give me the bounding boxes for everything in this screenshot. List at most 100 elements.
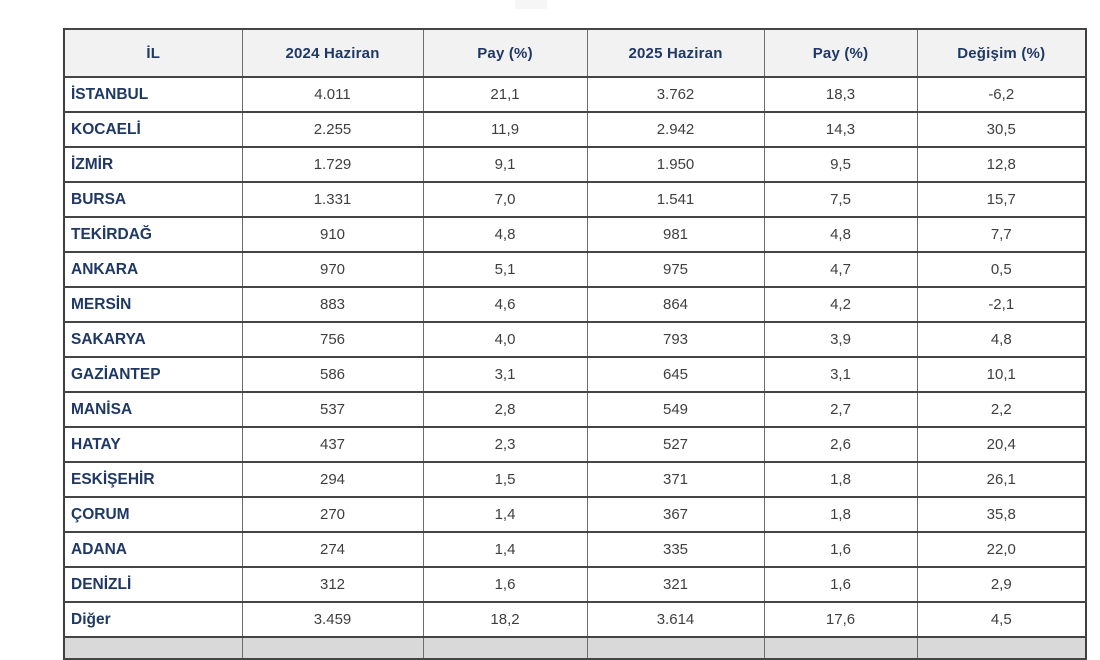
cell-value: -2,1 — [916, 286, 1087, 323]
cell-value: 4.011 — [241, 76, 424, 113]
cell-value: 864 — [586, 286, 765, 323]
cell-value: 5,1 — [422, 251, 588, 288]
partial-total-cell — [241, 636, 424, 660]
partial-total-cell — [916, 636, 1087, 660]
cell-value: 30,5 — [916, 111, 1087, 148]
cell-value: 21,1 — [422, 76, 588, 113]
header-cell-il: İL — [63, 28, 243, 78]
cell-value: 22,0 — [916, 531, 1087, 568]
cell-value: 970 — [241, 251, 424, 288]
table-row: MANİSA 537 2,8 549 2,7 2,2 — [63, 391, 1087, 428]
cell-value: 883 — [241, 286, 424, 323]
cell-value: 1.950 — [586, 146, 765, 183]
cell-value: 4,8 — [916, 321, 1087, 358]
header-row: İL 2024 Haziran Pay (%) 2025 Haziran Pay… — [63, 28, 1087, 78]
cell-value: 1,4 — [422, 531, 588, 568]
cell-province-name: ANKARA — [63, 251, 243, 288]
table-row: DENİZLİ 312 1,6 321 1,6 2,9 — [63, 566, 1087, 603]
cell-value: 645 — [586, 356, 765, 393]
cell-province-name: GAZİANTEP — [63, 356, 243, 393]
cell-province-name: BURSA — [63, 181, 243, 218]
cell-province-name: ADANA — [63, 531, 243, 568]
cell-value: 7,0 — [422, 181, 588, 218]
cell-value: 18,3 — [763, 76, 918, 113]
cell-value: 437 — [241, 426, 424, 463]
table-row: MERSİN 883 4,6 864 4,2 -2,1 — [63, 286, 1087, 323]
cell-value: 11,9 — [422, 111, 588, 148]
cell-province-name: İSTANBUL — [63, 76, 243, 113]
cell-province-name: HATAY — [63, 426, 243, 463]
cell-value: 1,6 — [763, 531, 918, 568]
cell-province-name: TEKİRDAĞ — [63, 216, 243, 253]
cell-value: 7,5 — [763, 181, 918, 218]
cell-value: 756 — [241, 321, 424, 358]
cell-value: 15,7 — [916, 181, 1087, 218]
cell-value: 1.729 — [241, 146, 424, 183]
cell-value: 17,6 — [763, 601, 918, 638]
cell-value: 1.331 — [241, 181, 424, 218]
cell-province-name: MANİSA — [63, 391, 243, 428]
cell-value: 1,6 — [763, 566, 918, 603]
cell-value: 975 — [586, 251, 765, 288]
cell-province-name: SAKARYA — [63, 321, 243, 358]
table-row: SAKARYA 756 4,0 793 3,9 4,8 — [63, 321, 1087, 358]
cell-value: 12,8 — [916, 146, 1087, 183]
cell-value: 4,6 — [422, 286, 588, 323]
cell-value: 1,6 — [422, 566, 588, 603]
cell-value: 3.459 — [241, 601, 424, 638]
partial-total-cell — [586, 636, 765, 660]
cell-value: 2,8 — [422, 391, 588, 428]
cell-value: 2,2 — [916, 391, 1087, 428]
table-row: İZMİR 1.729 9,1 1.950 9,5 12,8 — [63, 146, 1087, 183]
partial-total-row — [63, 636, 1087, 660]
cell-value: 0,5 — [916, 251, 1087, 288]
cropped-title-artifact — [515, 0, 547, 9]
cell-value: 3,9 — [763, 321, 918, 358]
province-stats-table: İL 2024 Haziran Pay (%) 2025 Haziran Pay… — [63, 28, 1087, 660]
cell-value: 4,5 — [916, 601, 1087, 638]
cell-value: 527 — [586, 426, 765, 463]
cell-value: 367 — [586, 496, 765, 533]
cell-value: 793 — [586, 321, 765, 358]
cell-province-name: KOCAELİ — [63, 111, 243, 148]
cell-value: 9,5 — [763, 146, 918, 183]
cell-value: 981 — [586, 216, 765, 253]
table-row: ÇORUM 270 1,4 367 1,8 35,8 — [63, 496, 1087, 533]
cell-value: 4,8 — [422, 216, 588, 253]
cell-value: 3,1 — [422, 356, 588, 393]
table-row: Diğer 3.459 18,2 3.614 17,6 4,5 — [63, 601, 1087, 638]
table-row: ANKARA 970 5,1 975 4,7 0,5 — [63, 251, 1087, 288]
cell-value: 2.942 — [586, 111, 765, 148]
cell-province-name: DENİZLİ — [63, 566, 243, 603]
header-cell-pay-2024: Pay (%) — [422, 28, 588, 78]
table-row: HATAY 437 2,3 527 2,6 20,4 — [63, 426, 1087, 463]
header-cell-2024-haziran: 2024 Haziran — [241, 28, 424, 78]
province-stats-table-container: İL 2024 Haziran Pay (%) 2025 Haziran Pay… — [63, 28, 1087, 660]
cell-value: 270 — [241, 496, 424, 533]
header-cell-pay-2025: Pay (%) — [763, 28, 918, 78]
cell-value: 1,4 — [422, 496, 588, 533]
cell-value: 4,8 — [763, 216, 918, 253]
cell-province-name: ESKİŞEHİR — [63, 461, 243, 498]
cell-value: 321 — [586, 566, 765, 603]
cell-value: 9,1 — [422, 146, 588, 183]
cell-value: 3,1 — [763, 356, 918, 393]
cell-value: 1.541 — [586, 181, 765, 218]
cell-value: 537 — [241, 391, 424, 428]
cell-value: 910 — [241, 216, 424, 253]
cell-province-name: ÇORUM — [63, 496, 243, 533]
table-row: KOCAELİ 2.255 11,9 2.942 14,3 30,5 — [63, 111, 1087, 148]
header-cell-2025-haziran: 2025 Haziran — [586, 28, 765, 78]
cell-value: 4,0 — [422, 321, 588, 358]
cell-value: 26,1 — [916, 461, 1087, 498]
cell-value: 294 — [241, 461, 424, 498]
cell-value: 549 — [586, 391, 765, 428]
table-row: TEKİRDAĞ 910 4,8 981 4,8 7,7 — [63, 216, 1087, 253]
cell-value: 2.255 — [241, 111, 424, 148]
cell-value: 2,6 — [763, 426, 918, 463]
table-row: İSTANBUL 4.011 21,1 3.762 18,3 -6,2 — [63, 76, 1087, 113]
cell-province-name: MERSİN — [63, 286, 243, 323]
cell-value: -6,2 — [916, 76, 1087, 113]
cell-value: 335 — [586, 531, 765, 568]
partial-total-cell — [63, 636, 243, 660]
